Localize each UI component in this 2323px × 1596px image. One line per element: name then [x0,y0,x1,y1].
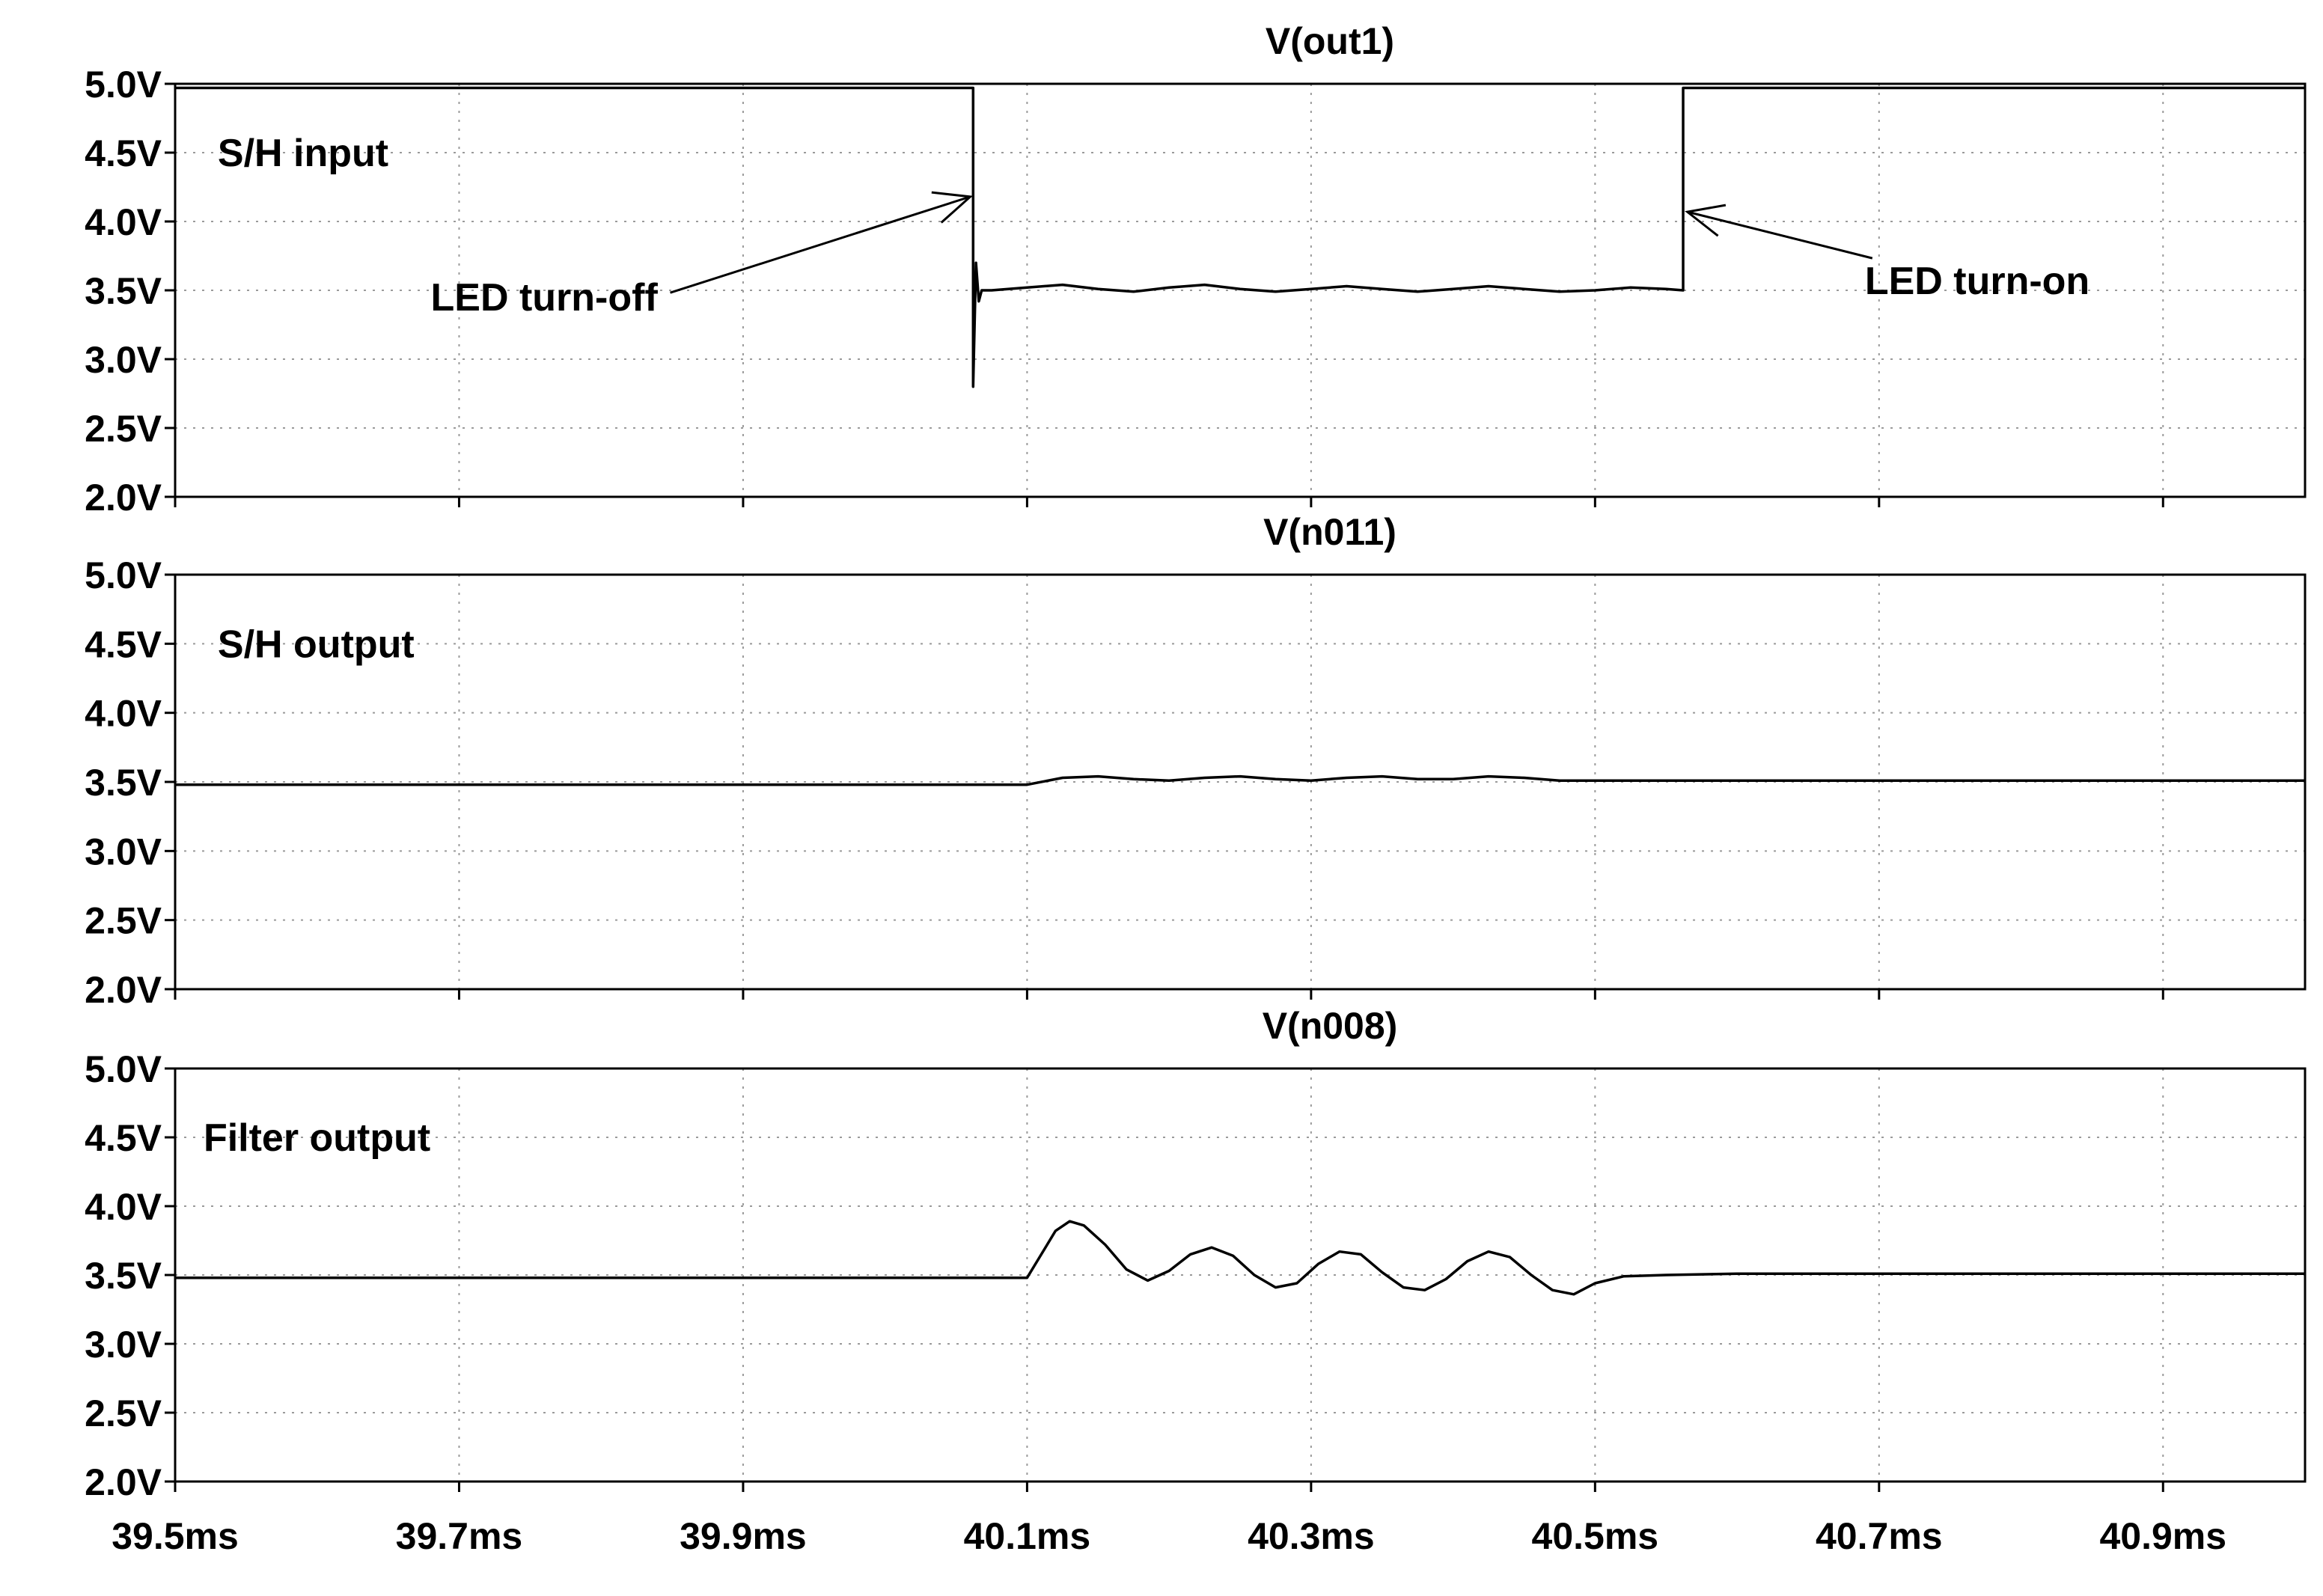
panel-title: V(n008) [1263,1005,1398,1047]
label-sh-output: S/H output [218,623,415,666]
y-tick-label: 2.5V [85,900,162,942]
y-tick-label: 2.5V [85,1392,162,1434]
x-tick-label: 39.5ms [112,1515,239,1557]
label-led-turn-off: LED turn-off [431,276,659,319]
y-tick-label: 3.0V [85,831,162,872]
chart-panel-3: 2.0V 2.5V 3.0V 3.5V 4.0V 4.5V 5.0V 39.5ms 39.7ms… [85,1005,2307,1557]
y-tick-label: 2.0V [85,477,162,519]
y-tick-label: 2.0V [85,1461,162,1503]
x-tick-label: 40.7ms [1816,1515,1943,1557]
chart-panel-2: 2.0V 2.5V 3.0V 3.5V 4.0V 4.5V 5.0V V(n011) S/H o… [85,511,2307,1011]
y-tick-label: 5.0V [85,64,162,106]
x-tick-label: 40.3ms [1248,1515,1375,1557]
panel-title: V(out1) [1266,20,1394,62]
series-line [175,774,2305,786]
y-tick-label: 3.0V [85,339,162,381]
label-sh-input: S/H input [218,132,388,175]
y-tick-label: 3.0V [85,1324,162,1366]
series-line [175,86,2305,388]
y-tick-label: 5.0V [85,554,162,596]
x-tick-label: 40.5ms [1532,1515,1659,1557]
y-tick-label: 2.5V [85,408,162,450]
annotation-arrowhead [931,191,974,224]
label-led-turn-on: LED turn-on [1865,260,2090,303]
y-tick-label: 4.0V [85,1186,162,1228]
x-tick-label: 39.9ms [680,1515,807,1557]
annotation-arrow [1687,210,1873,260]
y-tick-label: 2.0V [85,969,162,1011]
chart-panel-1: 2.0V 2.5V 3.0V 3.5V 4.0V 4.5V 5.0V V(out1) S/H i… [85,20,2307,519]
x-tick-label: 40.1ms [964,1515,1091,1557]
y-tick-label: 3.5V [85,762,162,804]
annotation-arrowhead [1685,204,1727,237]
y-tick-label: 4.5V [85,132,162,174]
y-tick-label: 4.0V [85,693,162,735]
series-line [175,1220,2305,1296]
panel-title: V(n011) [1263,511,1396,553]
y-tick-label: 4.5V [85,623,162,665]
label-filter-output: Filter output [204,1116,430,1160]
x-tick-label: 39.7ms [396,1515,523,1557]
annotation-arrow [670,195,971,294]
y-tick-label: 3.5V [85,270,162,312]
y-tick-label: 4.0V [85,201,162,243]
x-tick-label: 40.9ms [2099,1515,2226,1557]
y-tick-label: 3.5V [85,1255,162,1297]
y-tick-label: 4.5V [85,1117,162,1159]
y-tick-label: 5.0V [85,1048,162,1090]
